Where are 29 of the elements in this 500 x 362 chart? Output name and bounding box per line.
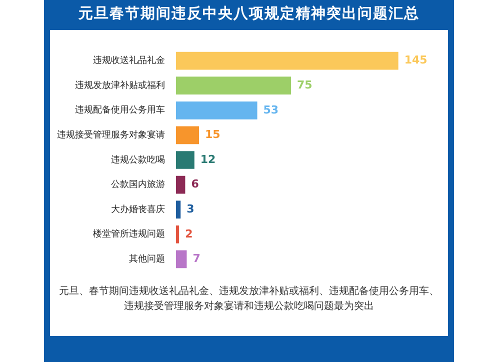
bar <box>176 250 187 268</box>
data-label: 75 <box>297 78 312 92</box>
data-label: 15 <box>205 128 220 142</box>
text: 元旦、春节期间违规收送礼品礼金、违规发放津补贴或福利、违规配备使用公务用车、违规接受管理服务对象宴请和违规公款吃喝问题最为突出 <box>58 284 440 314</box>
y-tick-label: 违规配备使用公务用车 <box>75 104 165 116</box>
y-tick-label: 大办婚丧喜庆 <box>111 204 165 215</box>
data-label: 2 <box>185 227 193 240</box>
bar <box>176 52 398 70</box>
bar <box>176 176 186 194</box>
bar <box>176 76 291 95</box>
data-label: 53 <box>263 103 279 116</box>
y-tick-label: 其他问题 <box>129 254 165 265</box>
y-tick-label: 公款国内旅游 <box>111 179 165 190</box>
y-tick-label: 楼堂管所违规问题 <box>93 228 165 240</box>
bar <box>176 151 194 169</box>
bar <box>176 126 199 144</box>
data-label: 12 <box>200 152 216 166</box>
chart-title: 元旦春节期间违反中央八项规定精神突出问题汇总 <box>78 4 420 23</box>
data-label: 7 <box>192 252 200 266</box>
y-tick-label: 违规公款吃喝 <box>111 154 165 166</box>
bar <box>176 225 180 244</box>
y-tick-label: 违规发放津补贴或福利 <box>75 80 165 91</box>
data-label: 6 <box>191 178 200 191</box>
bar <box>176 200 181 219</box>
data-label: 3 <box>186 202 194 216</box>
bar <box>176 101 258 120</box>
y-tick-label: 违规接受管理服务对象宴请 <box>57 130 165 141</box>
y-tick-label: 违规收送礼品礼金 <box>93 55 165 66</box>
data-label: 145 <box>404 54 428 67</box>
